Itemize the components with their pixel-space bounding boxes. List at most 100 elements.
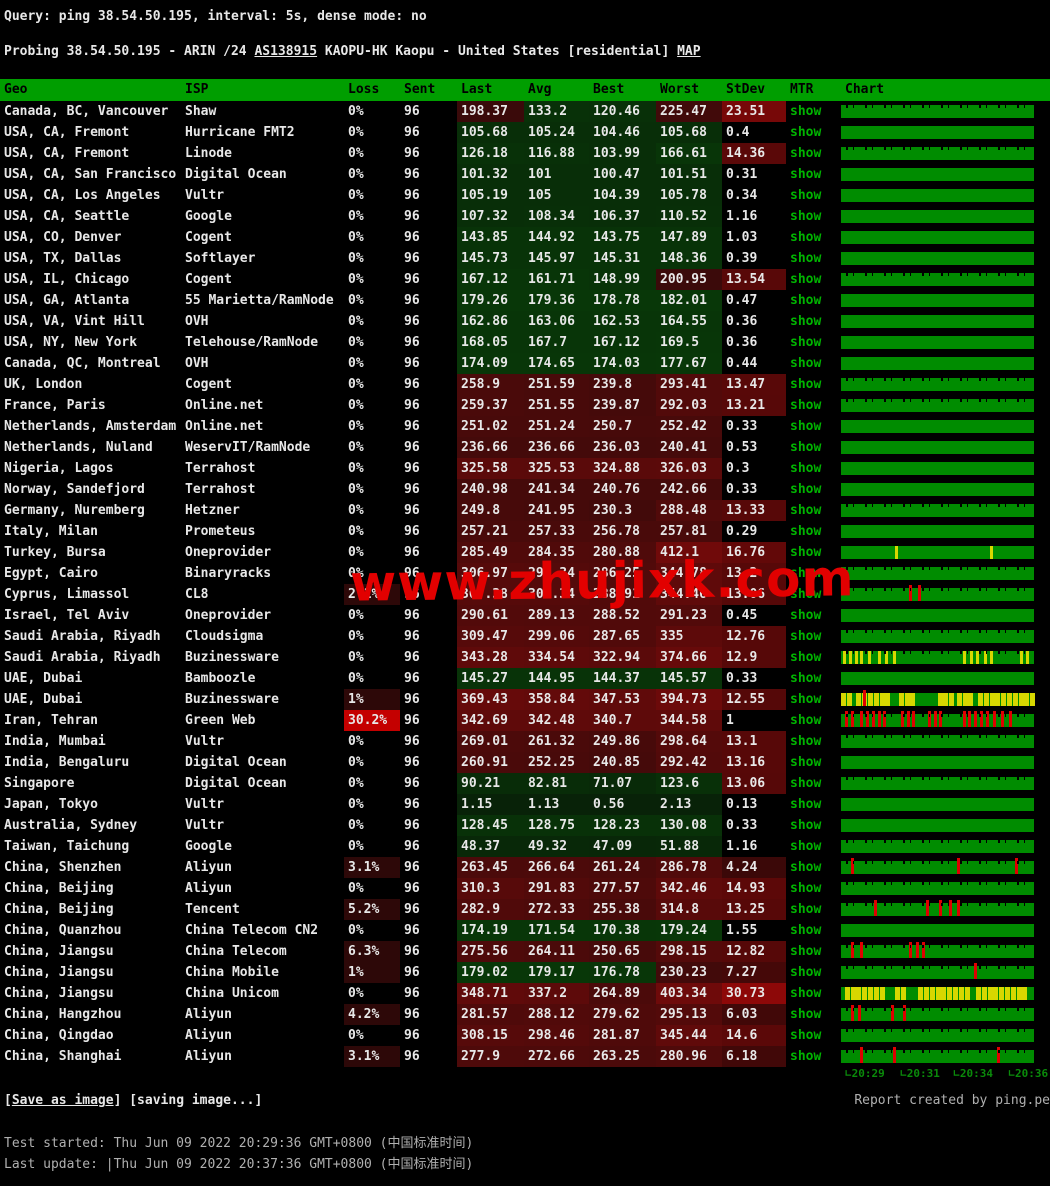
mtr-show-link[interactable]: show: [790, 419, 822, 434]
high-latency-stripe: [868, 987, 874, 1000]
mtr-show-link[interactable]: show: [790, 272, 822, 287]
worst-cell: 101.51: [656, 164, 722, 185]
mtr-show-link[interactable]: show: [790, 146, 822, 161]
mtr-show-link[interactable]: show: [790, 461, 822, 476]
mtr-show-link[interactable]: show: [790, 377, 822, 392]
column-header-worst: Worst: [660, 82, 700, 97]
best-cell: 256.78: [589, 521, 656, 542]
mtr-show-link[interactable]: show: [790, 902, 822, 917]
mtr-show-link[interactable]: show: [790, 1007, 822, 1022]
last-cell: 174.09: [457, 353, 524, 374]
mtr-show-link[interactable]: show: [790, 860, 822, 875]
latency-chart: [841, 273, 1034, 286]
stdev-cell: 12.76: [722, 626, 786, 647]
mtr-cell: show: [786, 605, 841, 626]
mtr-show-link[interactable]: show: [790, 923, 822, 938]
mtr-show-link[interactable]: show: [790, 1028, 822, 1043]
geo-cell: USA, VA, Vint Hill: [4, 314, 145, 329]
stdev-cell: 0.39: [726, 251, 758, 266]
mtr-show-link[interactable]: show: [790, 335, 822, 350]
mtr-show-link[interactable]: show: [790, 314, 822, 329]
packet-loss-stripe: [922, 942, 926, 958]
geo-cell: China, Quanzhou: [4, 923, 122, 938]
stdev-cell: 0.31: [726, 167, 758, 182]
isp-cell: China Telecom: [185, 944, 287, 959]
ping-row: China, Hangzhou Aliyun 4.2% 96 281.57 288.12 2…: [0, 1004, 1050, 1025]
mtr-show-link[interactable]: show: [790, 755, 822, 770]
mtr-show-link[interactable]: show: [790, 545, 822, 560]
worst-cell: 295.13: [656, 1004, 722, 1025]
mtr-cell: show: [786, 689, 841, 710]
avg-cell: 108.34: [524, 206, 589, 227]
ping-row: Italy, Milan Prometeus 0% 96 257.21 257.33 256…: [0, 521, 1050, 542]
mtr-show-link[interactable]: show: [790, 776, 822, 791]
best-cell: 250.65: [589, 941, 656, 962]
save-as-image-link[interactable]: Save as image: [11, 1093, 114, 1108]
sent-cell: 96: [404, 902, 420, 917]
mtr-show-link[interactable]: show: [790, 818, 822, 833]
sent-cell: 96: [404, 419, 420, 434]
as-number-link[interactable]: AS138915: [254, 44, 318, 59]
mtr-show-link[interactable]: show: [790, 104, 822, 119]
best-cell: 104.39: [589, 185, 656, 206]
packet-loss-stripe: [927, 711, 931, 727]
mtr-show-link[interactable]: show: [790, 839, 822, 854]
mtr-show-link[interactable]: show: [790, 965, 822, 980]
mtr-show-link[interactable]: show: [790, 503, 822, 518]
worst-cell: 130.08: [656, 815, 722, 836]
mtr-show-link[interactable]: show: [790, 629, 822, 644]
mtr-show-link[interactable]: show: [790, 608, 822, 623]
sent-cell: 96: [404, 188, 420, 203]
ping-row: India, Mumbai Vultr 0% 96 269.01 261.32 249.86…: [0, 731, 1050, 752]
mtr-show-link[interactable]: show: [790, 587, 822, 602]
mtr-show-link[interactable]: show: [790, 230, 822, 245]
mtr-show-link[interactable]: show: [790, 125, 822, 140]
mtr-show-link[interactable]: show: [790, 671, 822, 686]
mtr-show-link[interactable]: show: [790, 797, 822, 812]
mtr-show-link[interactable]: show: [790, 440, 822, 455]
mtr-show-link[interactable]: show: [790, 167, 822, 182]
mtr-show-link[interactable]: show: [790, 881, 822, 896]
mtr-cell: show: [786, 773, 841, 794]
loss-cell: 0%: [348, 272, 364, 287]
chart-cell: [841, 563, 1050, 584]
worst-cell: 344.78: [656, 563, 722, 584]
mtr-show-link[interactable]: show: [790, 944, 822, 959]
map-link[interactable]: MAP: [677, 44, 701, 59]
sent-cell: 96: [404, 398, 420, 413]
stdev-cell: 13.33: [722, 500, 786, 521]
time-axis-label: ∟20:36: [1008, 1067, 1049, 1080]
high-latency-stripe: [956, 693, 962, 706]
ping-row: France, Paris Online.net 0% 96 259.37 251.55 2…: [0, 395, 1050, 416]
high-latency-stripe: [962, 693, 968, 706]
mtr-cell: show: [786, 521, 841, 542]
mtr-show-link[interactable]: show: [790, 986, 822, 1001]
best-cell: 106.37: [589, 206, 656, 227]
column-header-last: Last: [461, 82, 493, 97]
best-cell: 148.99: [589, 269, 656, 290]
mtr-show-link[interactable]: show: [790, 482, 822, 497]
mtr-show-link[interactable]: show: [790, 713, 822, 728]
mtr-show-link[interactable]: show: [790, 293, 822, 308]
isp-cell: Oneprovider: [185, 545, 272, 560]
high-latency-stripe: [898, 693, 904, 706]
last-cell: 275.56: [457, 941, 524, 962]
mtr-show-link[interactable]: show: [790, 251, 822, 266]
geo-cell: China, Shanghai: [4, 1049, 122, 1064]
mtr-show-link[interactable]: show: [790, 650, 822, 665]
mtr-show-link[interactable]: show: [790, 398, 822, 413]
mtr-show-link[interactable]: show: [790, 734, 822, 749]
chart-cell: [841, 395, 1050, 416]
mtr-show-link[interactable]: show: [790, 566, 822, 581]
mtr-show-link[interactable]: show: [790, 188, 822, 203]
stdev-cell: 0.33: [726, 482, 758, 497]
mtr-show-link[interactable]: show: [790, 356, 822, 371]
mtr-show-link[interactable]: show: [790, 524, 822, 539]
mtr-show-link[interactable]: show: [790, 692, 822, 707]
sent-cell: 96: [404, 356, 420, 371]
high-latency-stripe: [846, 693, 852, 706]
mtr-show-link[interactable]: show: [790, 1049, 822, 1064]
stdev-cell: 7.27: [722, 962, 786, 983]
mtr-cell: show: [786, 227, 841, 248]
mtr-show-link[interactable]: show: [790, 209, 822, 224]
